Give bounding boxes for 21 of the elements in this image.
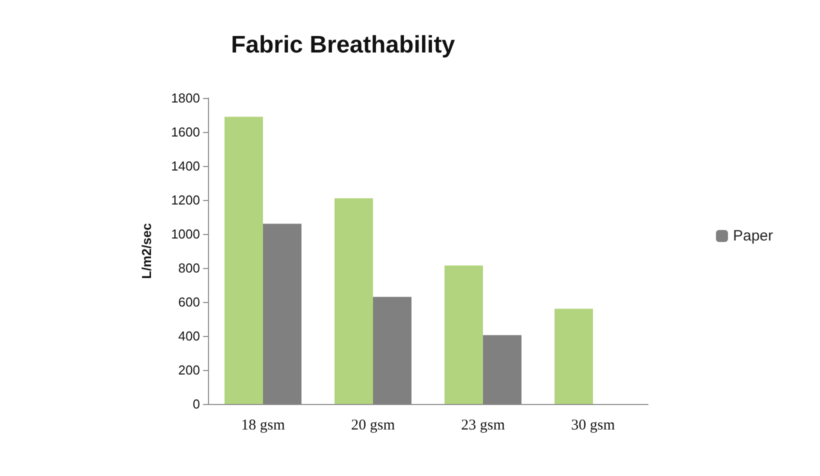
bar (224, 116, 263, 404)
x-tick-label: 30 gsm (571, 418, 616, 434)
y-axis-title: L/m2/sec (139, 223, 154, 279)
x-tick-label: 23 gsm (461, 418, 506, 434)
y-tick-label: 1000 (171, 226, 200, 242)
chart-title: Fabric Breathability (230, 32, 456, 58)
legend-label: Paper (732, 228, 774, 244)
bar (334, 198, 373, 404)
y-tick-label: 200 (178, 362, 200, 378)
x-tick-label: 18 gsm (241, 418, 286, 434)
y-tick-label: 800 (178, 260, 200, 276)
x-tick-label: 20 gsm (351, 418, 396, 434)
y-tick-label: 1400 (171, 158, 200, 174)
bar (444, 265, 483, 404)
y-tick-label: 600 (178, 294, 200, 310)
y-tick-label: 0 (192, 396, 200, 412)
bar (554, 308, 593, 404)
y-tick-label: 1600 (171, 124, 200, 140)
y-tick-label: 1800 (171, 90, 200, 106)
y-tick-label: 400 (178, 328, 200, 344)
y-tick-label: 1200 (171, 192, 200, 208)
